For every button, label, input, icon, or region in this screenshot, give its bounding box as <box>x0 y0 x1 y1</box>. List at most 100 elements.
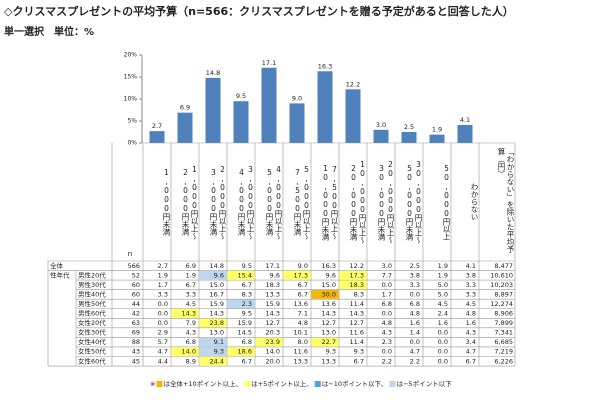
legend-label: は−5ポイント以下 <box>396 380 452 388</box>
n-value: 566 <box>128 262 140 270</box>
cell: 8.0 <box>298 338 308 346</box>
cell: 4.8 <box>298 319 308 327</box>
row-label: 男性20代 <box>78 270 106 279</box>
cell: 10.1 <box>294 329 308 337</box>
cell: 1.6 <box>466 319 476 327</box>
cell: 16.3 <box>322 262 336 270</box>
cell: 2.3 <box>242 300 252 308</box>
cell: 13.3 <box>294 357 308 365</box>
data-label: 12.2 <box>346 80 360 88</box>
cell: 4.5 <box>186 300 196 308</box>
cell: 0.0 <box>158 300 168 308</box>
cell: 15.0 <box>322 281 336 289</box>
cell: 6.7 <box>354 357 364 365</box>
cell: 16.7 <box>210 290 224 298</box>
cell: 11.6 <box>294 348 308 356</box>
bar <box>317 71 333 143</box>
cell: 4.5 <box>438 300 448 308</box>
cell: 12.7 <box>350 319 364 327</box>
cell: 1.9 <box>438 271 448 279</box>
cell: 14.5 <box>238 329 252 337</box>
cell: 6.7 <box>242 281 252 289</box>
cell: 11.4 <box>350 300 364 308</box>
column-header: 7,500円以上～ 10,000円未満 <box>321 163 339 241</box>
cell-highlight <box>227 347 255 357</box>
cell: 24.4 <box>210 357 224 365</box>
cell: 0.0 <box>382 348 392 356</box>
cell: 6.9 <box>186 262 196 270</box>
cell: 2.7 <box>158 262 168 270</box>
cell: 2.9 <box>158 329 168 337</box>
column-header: 4,000円以上～ 5,000円未満 <box>265 164 283 240</box>
row-label: 男性60代 <box>78 309 106 318</box>
cell: 14.3 <box>266 310 280 318</box>
cell: 4.3 <box>382 329 392 337</box>
cell: 9.0 <box>298 262 308 270</box>
cell: 15.9 <box>266 300 280 308</box>
column-header: わからない <box>470 183 479 221</box>
data-label: 2.7 <box>152 122 162 130</box>
row-label: 女性40代 <box>78 337 106 346</box>
y-tick-label: 20% <box>124 52 138 59</box>
chart-title: ◇クリスマスプレゼントの平均予算（n=566：クリスマスプレゼントを贈る予定があ… <box>4 4 514 18</box>
cell: 9.5 <box>242 310 252 318</box>
n-value: 43 <box>132 348 140 356</box>
cell: 1.4 <box>410 329 420 337</box>
cell: 13.0 <box>210 329 224 337</box>
bar <box>373 129 389 143</box>
n-header: n <box>128 250 132 258</box>
cell-highlight <box>199 337 227 347</box>
n-value: 45 <box>132 357 140 365</box>
average: 8,906 <box>494 310 513 318</box>
cell-highlight <box>339 270 367 280</box>
n-value: 60 <box>132 290 140 298</box>
cell: 4.8 <box>382 319 392 327</box>
y-tick-label: 5% <box>127 118 137 125</box>
legend-label: は+5ポイント以上、 <box>251 379 313 388</box>
cell-highlight <box>227 270 255 280</box>
cell: 9.3 <box>214 348 224 356</box>
cell: 23.9 <box>266 338 280 346</box>
legend-swatch <box>314 381 321 387</box>
cell: 5.7 <box>158 338 168 346</box>
cell: 2.2 <box>410 357 420 365</box>
cell: 13.0 <box>322 329 336 337</box>
cell: 3.3 <box>410 281 420 289</box>
cell-highlight <box>283 270 311 280</box>
cell: 6.8 <box>410 300 420 308</box>
cell: 17.1 <box>266 262 280 270</box>
chart-subtitle: 単一選択 単位：% <box>4 25 94 38</box>
cell: 6.8 <box>186 338 196 346</box>
cell: 6.7 <box>298 290 308 298</box>
cell: 0.0 <box>438 329 448 337</box>
cell: 2.4 <box>438 310 448 318</box>
cell: 9.5 <box>242 262 252 270</box>
cell-highlight <box>199 270 227 280</box>
data-label: 9.0 <box>292 94 302 102</box>
n-value: 69 <box>132 329 140 337</box>
cell: 4.7 <box>158 348 168 356</box>
n-value: 88 <box>132 338 140 346</box>
row-label: 男性30代 <box>78 280 106 289</box>
cell: 13.3 <box>322 357 336 365</box>
cell: 4.4 <box>158 357 168 365</box>
cell: 3.3 <box>466 281 476 289</box>
y-tick-label: 10% <box>124 96 138 103</box>
bar <box>401 132 417 143</box>
average: 10,610 <box>490 271 513 279</box>
data-label: 2.5 <box>404 123 414 131</box>
cell: 15.9 <box>210 300 224 308</box>
row-label: 男性40代 <box>78 289 106 298</box>
cell: 2.2 <box>382 357 392 365</box>
column-header: 20,000円以上～ 30,000円未満 <box>377 160 395 244</box>
legend-label: は−10ポイント以下、 <box>322 380 388 388</box>
bar <box>457 124 473 143</box>
legend-swatch <box>244 381 251 387</box>
cell: 3.4 <box>466 338 476 346</box>
cell: 17.3 <box>294 271 308 279</box>
cell: 5.0 <box>438 281 448 289</box>
cell: 4.8 <box>466 310 476 318</box>
n-value: 52 <box>132 271 140 279</box>
